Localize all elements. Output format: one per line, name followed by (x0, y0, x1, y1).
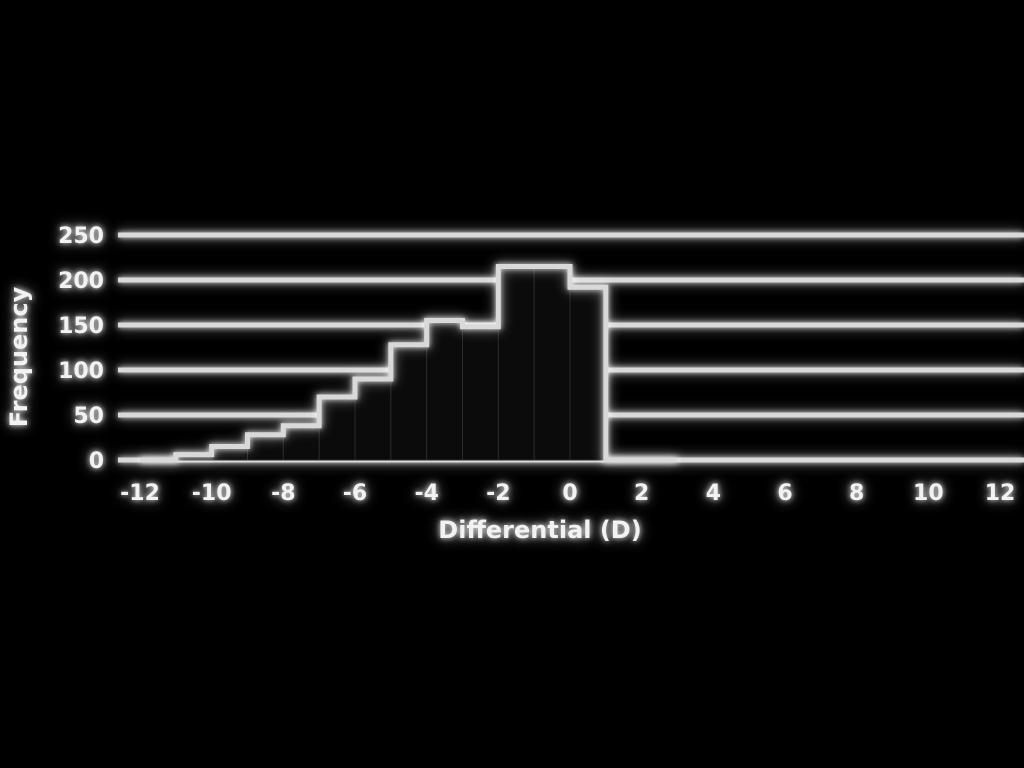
histogram-bar (534, 267, 570, 461)
x-tick-label: 0 (562, 481, 577, 506)
y-tick-label: 200 (58, 269, 104, 294)
histogram-bar (463, 327, 499, 460)
y-tick-labels: 0 50 100 150 200 250 (58, 224, 104, 474)
x-tick-label: -12 (120, 481, 160, 506)
histogram-bar (355, 379, 391, 460)
x-tick-label: 6 (777, 481, 792, 506)
histogram-bar (427, 321, 463, 461)
histogram-bar (570, 287, 606, 460)
x-tick-label: -2 (486, 481, 510, 506)
x-tick-labels: -12 -10 -8 -6 -4 -2 0 2 4 6 8 10 12 (120, 481, 1015, 506)
y-tick-label: 250 (58, 224, 104, 249)
y-tick-label: 50 (73, 404, 104, 429)
y-tick-label: 150 (58, 314, 104, 339)
x-tick-label: 8 (849, 481, 864, 506)
x-tick-label: -10 (192, 481, 232, 506)
x-tick-label: 12 (985, 481, 1016, 506)
x-tick-label: -8 (271, 481, 295, 506)
histogram-bar (391, 345, 427, 460)
x-axis-title: Differential (D) (438, 516, 641, 544)
y-axis-title: Frequency (5, 286, 33, 427)
histogram-bar (498, 267, 534, 461)
x-tick-label: -6 (343, 481, 367, 506)
x-tick-label: 4 (706, 481, 721, 506)
histogram-bar (319, 397, 355, 460)
histogram-bar (283, 426, 319, 460)
x-tick-label: 10 (913, 481, 944, 506)
histogram-bar (248, 435, 284, 460)
y-tick-label: 0 (89, 449, 104, 474)
x-tick-label: 2 (634, 481, 649, 506)
y-tick-label: 100 (58, 359, 104, 384)
x-tick-label: -4 (414, 481, 438, 506)
